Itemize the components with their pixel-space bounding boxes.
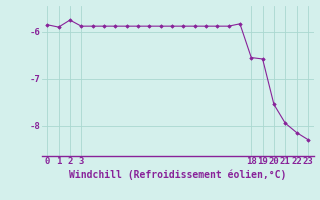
X-axis label: Windchill (Refroidissement éolien,°C): Windchill (Refroidissement éolien,°C) xyxy=(69,169,286,180)
